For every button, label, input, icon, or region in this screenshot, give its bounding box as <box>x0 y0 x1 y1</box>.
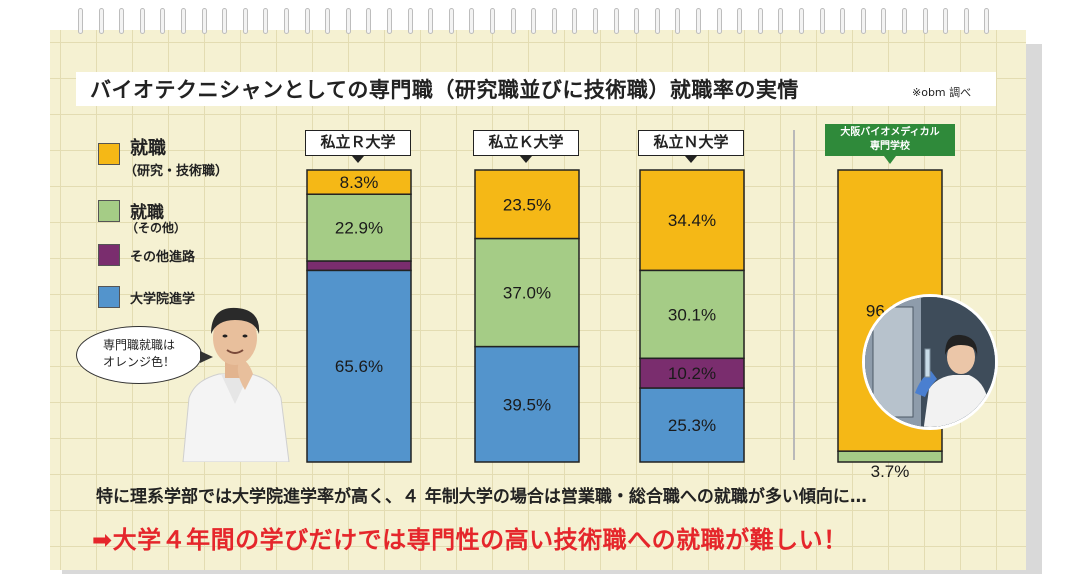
data-label: 8.3% <box>340 173 379 192</box>
spiral-ring <box>654 8 660 34</box>
column-label-r: 私立Ｒ大学 <box>305 130 411 163</box>
spiral-ring <box>778 8 784 34</box>
data-label: 37.0% <box>503 284 551 303</box>
legend-swatch-other-path <box>98 244 120 266</box>
spiral-ring <box>78 8 83 34</box>
spiral-ring <box>881 8 887 34</box>
data-label: 10.2% <box>668 364 716 383</box>
bar-segment <box>837 450 943 463</box>
data-label: 34.4% <box>668 211 716 230</box>
speech-bubble: 専門職就職は オレンジ色！ <box>76 326 213 384</box>
spiral-ring <box>593 8 598 34</box>
bar-segment <box>474 169 580 240</box>
conclusion-text: ➡大学４年間の学びだけでは専門性の高い技術職への就職が難しい！ <box>92 526 848 554</box>
spiral-ring <box>551 8 557 34</box>
spiral-ring <box>448 8 454 34</box>
data-label: 25.3% <box>668 416 716 435</box>
source-note: ※obm 調べ <box>912 86 972 99</box>
spiral-ring <box>634 8 640 34</box>
note-text: 特に理系学部では大学院進学率が高く、４ 年制大学の場合は営業職・総合職への就職が… <box>96 487 867 507</box>
spiral-ring <box>98 8 104 34</box>
spiral-ring <box>572 8 578 34</box>
spiral-ring <box>613 8 619 34</box>
data-label: 23.5% <box>503 195 551 214</box>
column-divider <box>793 130 795 460</box>
spiral-ring <box>366 8 372 34</box>
spiral-ring <box>984 8 990 34</box>
spiral-ring <box>387 8 392 34</box>
spiral-ring <box>963 8 969 34</box>
data-label: 22.9% <box>335 219 383 238</box>
legend-swatch-research <box>98 143 120 165</box>
data-label: 39.5% <box>503 395 551 414</box>
data-label: 30.1% <box>668 305 716 324</box>
spiral-ring <box>119 8 125 34</box>
spiral-ring <box>737 8 743 34</box>
column-label-obm: 大阪バイオメディカル 専門学校 <box>825 124 955 164</box>
legend-label-research: 就職 <box>130 138 166 159</box>
legend-label-other-job: 就職 <box>130 203 164 223</box>
spiral-ring <box>139 8 145 34</box>
spiral-ring <box>510 8 516 34</box>
spiral-ring <box>799 8 804 34</box>
spiral-ring <box>469 8 475 34</box>
data-label: 65.6% <box>335 357 383 376</box>
bar-segment <box>474 345 580 463</box>
spiral-ring <box>860 8 866 34</box>
legend-sublabel-other-job: （その他） <box>126 221 187 235</box>
school-label-line2: 専門学校 <box>870 141 910 152</box>
spiral-ring <box>345 8 351 34</box>
title-box <box>76 72 996 106</box>
spiral-ring <box>325 8 331 34</box>
spiral-ring <box>757 8 763 34</box>
bar-segment <box>639 169 745 272</box>
lab-photo <box>862 294 998 430</box>
lab-photo-image <box>865 297 995 427</box>
spiral-ring <box>222 8 228 34</box>
legend-swatch-grad-school <box>98 286 120 308</box>
spiral-ring <box>531 8 537 34</box>
bar-segment <box>639 387 745 463</box>
legend-label-other-path: その他進路 <box>130 250 196 265</box>
spiral-ring <box>304 8 310 34</box>
spiral-ring <box>490 8 495 34</box>
legend-sublabel-research: （研究・技術職） <box>124 164 229 179</box>
spiral-ring <box>242 8 248 34</box>
legend-label-grad-school: 大学院進学 <box>130 292 196 307</box>
data-label: 3.7% <box>871 462 910 481</box>
spiral-ring <box>284 8 289 34</box>
bar-segment <box>306 260 412 272</box>
spiral-ring <box>902 8 907 34</box>
bar-segment <box>306 269 412 463</box>
bar-segment <box>639 357 745 389</box>
spiral-ring <box>922 8 928 34</box>
spiral-ring <box>181 8 186 34</box>
spiral-ring <box>201 8 207 34</box>
spiral-ring <box>407 8 413 34</box>
spiral-ring <box>160 8 166 34</box>
column-label-n: 私立Ｎ大学 <box>638 130 744 163</box>
spiral-ring <box>675 8 681 34</box>
spiral-ring <box>840 8 846 34</box>
chart-title: バイオテクニシャンとしての専門職（研究職並びに技術職）就職率の実情 <box>90 78 799 102</box>
person-illustration <box>182 307 290 462</box>
spiral-ring <box>819 8 825 34</box>
spiral-ring <box>428 8 434 34</box>
legend-swatch-other-job <box>98 200 120 222</box>
speech-bubble-line2: オレンジ色！ <box>102 355 175 369</box>
school-label-line1: 大阪バイオメディカル <box>840 127 940 138</box>
spiral-ring <box>696 8 701 34</box>
spiral-binding <box>78 8 998 38</box>
column-label-k: 私立Ｋ大学 <box>473 130 579 163</box>
spiral-ring <box>716 8 722 34</box>
spiral-ring <box>263 8 269 34</box>
bar-segment <box>306 169 412 195</box>
spiral-ring <box>943 8 949 34</box>
speech-bubble-line1: 専門職就職は <box>102 338 175 352</box>
